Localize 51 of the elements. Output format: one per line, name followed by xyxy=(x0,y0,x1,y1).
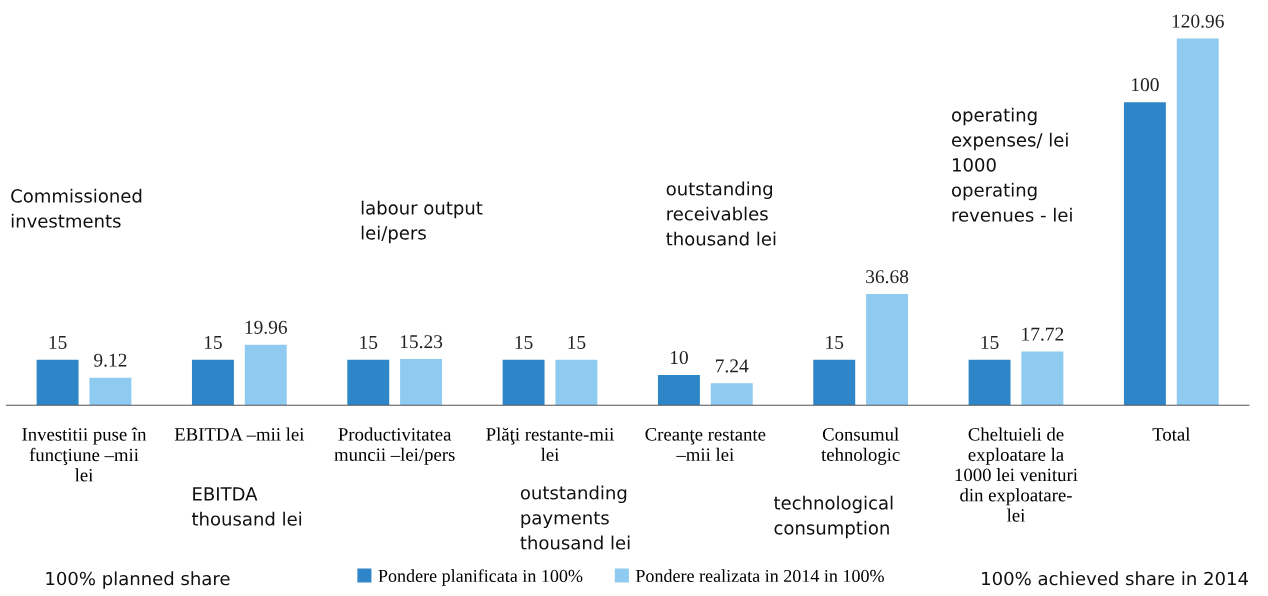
x-tick-label: Consumul tehnologic xyxy=(821,427,900,465)
data-label: 36.68 xyxy=(866,270,909,284)
data-label: 15 xyxy=(360,335,378,349)
bar xyxy=(1176,38,1219,406)
x-tick-label: Cheltuieli de exploatare la 1000 lei venituri din exploatare- lei xyxy=(955,427,1078,522)
bar xyxy=(1021,351,1064,406)
bar xyxy=(555,359,598,406)
x-tick-label: Plăţi restante-mii lei xyxy=(486,427,614,461)
annotation: operating expenses/ lei 1000 operating revenues - lei xyxy=(952,107,1072,222)
data-label: 10 xyxy=(670,350,688,365)
text: EBITDA thousand lei xyxy=(191,487,302,526)
legend-label: Pondere planificata in 100% xyxy=(378,569,583,586)
text: 100% achieved share in 2014 xyxy=(982,571,1248,586)
annotation: labour output lei/pers xyxy=(361,200,483,244)
bar xyxy=(657,374,700,406)
data-label: 15.23 xyxy=(400,335,443,349)
bar xyxy=(710,383,753,406)
legend-label: Pondere realizata in 2014 in 100% xyxy=(635,569,884,583)
x-tick-label: Creanţe restante –mii lei xyxy=(645,428,766,461)
data-label: 15 xyxy=(568,335,586,349)
bar xyxy=(502,359,545,406)
x-tick-label: Total xyxy=(1152,427,1191,441)
bar xyxy=(191,359,234,406)
annotation: Commissioned investments xyxy=(11,188,142,228)
data-label: 15 xyxy=(826,335,844,349)
data-label: 9.12 xyxy=(94,353,127,367)
data-label: 15 xyxy=(981,335,999,349)
data-label: 15 xyxy=(204,335,222,349)
x-tick-label: EBITDA –mii lei xyxy=(174,427,305,441)
bar xyxy=(1123,102,1166,406)
x-tick-label: Productivitatea muncii –lei/pers xyxy=(334,427,455,465)
bar xyxy=(813,359,856,406)
data-label: 19.96 xyxy=(245,320,288,334)
bar xyxy=(866,294,909,406)
bar xyxy=(36,359,79,406)
data-label: 120.96 xyxy=(1172,14,1224,28)
text: technological consumption xyxy=(773,495,893,539)
bar xyxy=(89,377,132,406)
data-label: 15 xyxy=(49,335,67,349)
data-label: 17.72 xyxy=(1022,327,1064,341)
data-label: 15 xyxy=(515,335,533,349)
text: 100% planned share xyxy=(46,571,230,589)
bar xyxy=(244,344,287,406)
x-tick-label: Investitii puse în funcţiune –mii lei xyxy=(22,427,147,482)
bar xyxy=(400,359,443,406)
annotation: outstanding receivables thousand lei xyxy=(666,181,776,246)
text: outstanding payments thousand lei xyxy=(520,485,630,550)
bar xyxy=(968,359,1011,406)
bar xyxy=(347,359,390,406)
data-label: 100 xyxy=(1132,78,1159,92)
data-label: 7.24 xyxy=(716,359,749,373)
